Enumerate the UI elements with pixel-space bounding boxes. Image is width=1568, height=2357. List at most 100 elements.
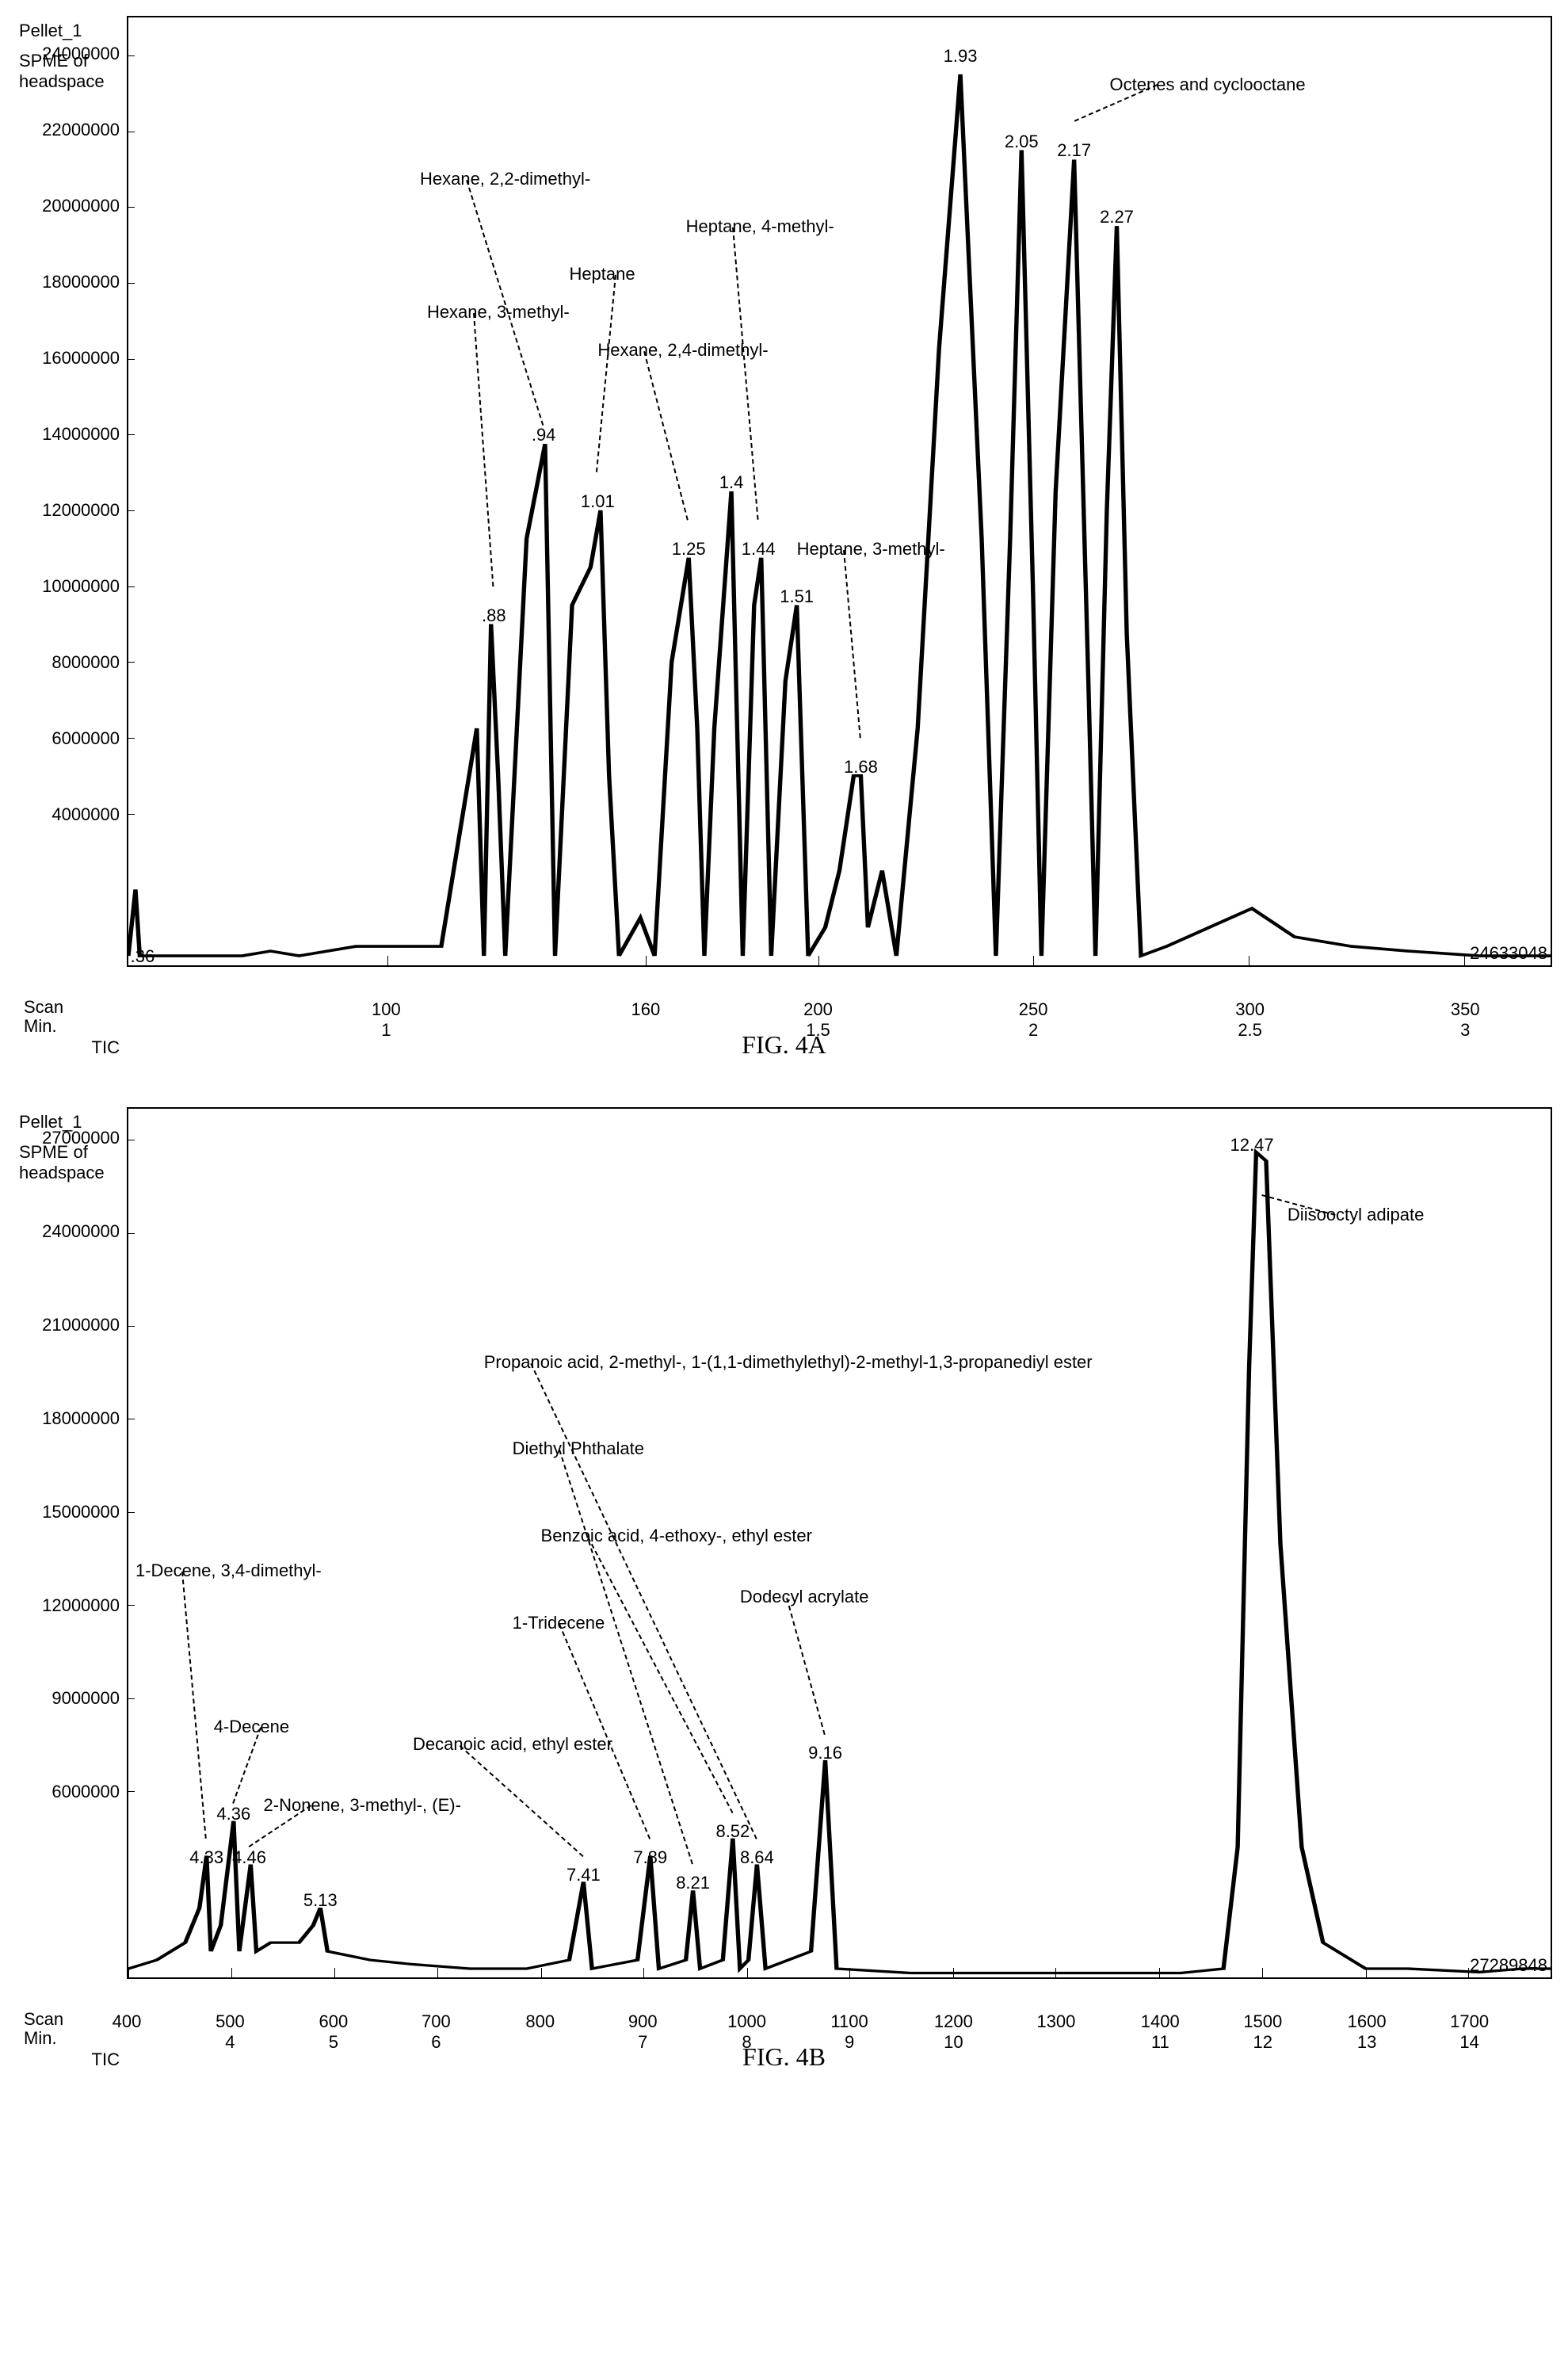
ytick-label: 24000000 [42,1221,120,1242]
leader-line [587,1537,733,1813]
leader-line [530,1363,757,1839]
chart-a-xlabel-min: Min. [24,1016,57,1036]
peak-label: 5.13 [303,1890,338,1911]
peak-label: 7.89 [633,1847,667,1868]
peak-label: 4.46 [232,1847,266,1868]
chart-b-labels: 4.334.364.465.137.417.898.218.528.649.16… [128,1109,1551,1977]
chart-b-wrap: Pellet_1 SPME of headspace TIC 270000002… [16,1107,1552,2072]
peak-label: 1.44 [742,539,776,560]
ytick-label: 8000000 [52,652,120,673]
xtick-label: 170014 [1450,2011,1489,2053]
compound-label: Benzoic acid, 4-ethoxy-, ethyl ester [541,1526,812,1546]
chart-b-xaxis: Scan Min. 400500460057006800900710008110… [127,2010,1552,2072]
leader-line [786,1598,826,1735]
leader-line [643,351,689,521]
xtick-label: 150012 [1243,2011,1282,2053]
ytick-label: 12000000 [42,1595,120,1616]
ytick-label: 15000000 [42,1502,120,1522]
xtick-label: 5004 [216,2011,245,2053]
compound-label: Heptane, 4-methyl- [686,216,834,237]
xtick-label: 160 [631,999,660,1020]
peak-label: .88 [482,605,506,626]
leader-line [559,1450,693,1865]
ytick-label: 18000000 [42,1408,120,1429]
ytick-label: 21000000 [42,1315,120,1335]
peak-label: 8.64 [740,1847,774,1868]
compound-label: Hexane, 2,2-dimethyl- [420,169,590,189]
peak-label: 1.51 [780,586,814,607]
chart-a-wrap: Pellet_1 SPME of headspace TIC 240000002… [16,16,1552,1060]
leader-line [843,550,861,738]
xtick-label: 2502 [1019,999,1048,1041]
compound-label: Hexane, 3-methyl- [427,302,570,323]
ytick-label: 4000000 [52,804,120,825]
xtick-label: 1300 [1036,2011,1075,2032]
ytick-label: 10000000 [42,576,120,597]
xtick-label: 2001.5 [803,999,833,1041]
peak-label: 9.16 [808,1743,842,1763]
compound-label: 1-Tridecene [513,1613,605,1633]
xtick-label: 120010 [934,2011,973,2053]
chart-b-xlabel-scan: Scan [24,2009,63,2029]
chart-b-corner-number: 27289848 [1470,1955,1547,1976]
xtick-label: 140011 [1141,2011,1180,2053]
chart-b-yaxis: Pellet_1 SPME of headspace TIC 270000002… [16,1107,123,2072]
ytick-label: 24000000 [42,44,120,64]
peak-label: 1.68 [844,757,878,777]
ytick-label: 6000000 [52,728,120,749]
leader-line [473,313,494,586]
chart-b-tic-label: TIC [92,2049,120,2070]
peak-label: 1.25 [672,539,706,560]
peak-label: 12.47 [1230,1135,1274,1156]
xtick-label: 3002.5 [1235,999,1265,1041]
peak-label: 2.17 [1057,140,1091,161]
chart-a-labels: .36 .88 .94 1.01 1.25 1.4 1.44 1.51 1.68 1.93 2.05… [128,17,1551,965]
peak-label: 2.05 [1005,132,1039,152]
xtick-label: 7006 [422,2011,451,2053]
peak-label: 1.4 [719,472,744,493]
compound-label: 4-Decene [214,1717,289,1737]
chart-a-yaxis: Pellet_1 SPME of headspace TIC 240000002… [16,16,123,1060]
compound-label: 2-Nonene, 3-methyl-, (E)- [264,1795,461,1816]
leader-line [596,275,616,472]
peak-label: 8.21 [676,1873,710,1893]
chart-a-title1: Pellet_1 [16,16,123,46]
ytick-label: 18000000 [42,272,120,292]
chart-a-corner-number: 24633048 [1470,943,1547,964]
leader-line [460,1745,584,1857]
ytick-label: 27000000 [42,1128,120,1148]
xtick-label: 800 [525,2011,555,2032]
xtick-label: 10008 [727,2011,766,2053]
peak-label: 4.33 [189,1847,223,1868]
xtick-label: 1001 [372,999,401,1041]
chart-a-xlabel: Scan Min. [24,998,63,1036]
compound-label: Dodecyl acrylate [740,1587,869,1607]
page: Pellet_1 SPME of headspace TIC 240000002… [16,16,1552,2072]
chart-b-plot: 4.334.364.465.137.417.898.218.528.649.16… [127,1107,1552,1979]
xtick-label: 160013 [1348,2011,1387,2053]
peak-label: .94 [532,425,556,445]
chart-b-xlabel-min: Min. [24,2028,57,2048]
compound-label: Propanoic acid, 2-methyl-, 1-(1,1-dimeth… [484,1352,1093,1373]
ytick-label: 9000000 [52,1688,120,1709]
peak-label: 2.27 [1100,207,1134,227]
peak-label: 8.52 [715,1821,750,1842]
leader-line [181,1572,207,1839]
peak-label: 7.41 [567,1865,601,1885]
xtick-label: 6005 [319,2011,348,2053]
compound-label: 1-Decene, 3,4-dimethyl- [135,1561,322,1581]
ytick-label: 16000000 [42,348,120,369]
peak-label: .36 [131,946,155,967]
peak-label: 1.01 [581,491,615,512]
chart-a-tic-label: TIC [92,1037,120,1058]
xtick-label: 9007 [628,2011,658,2053]
peak-label: 1.93 [944,46,978,67]
compound-label: Diethyl Phthalate [513,1438,644,1459]
ytick-label: 6000000 [52,1782,120,1802]
compound-label: Heptane [569,264,635,285]
ytick-label: 12000000 [42,500,120,521]
leader-line [232,1728,261,1804]
leader-line [559,1624,650,1839]
chart-b-xlabel: Scan Min. [24,2010,63,2048]
xtick-label: 11009 [830,2011,868,2053]
